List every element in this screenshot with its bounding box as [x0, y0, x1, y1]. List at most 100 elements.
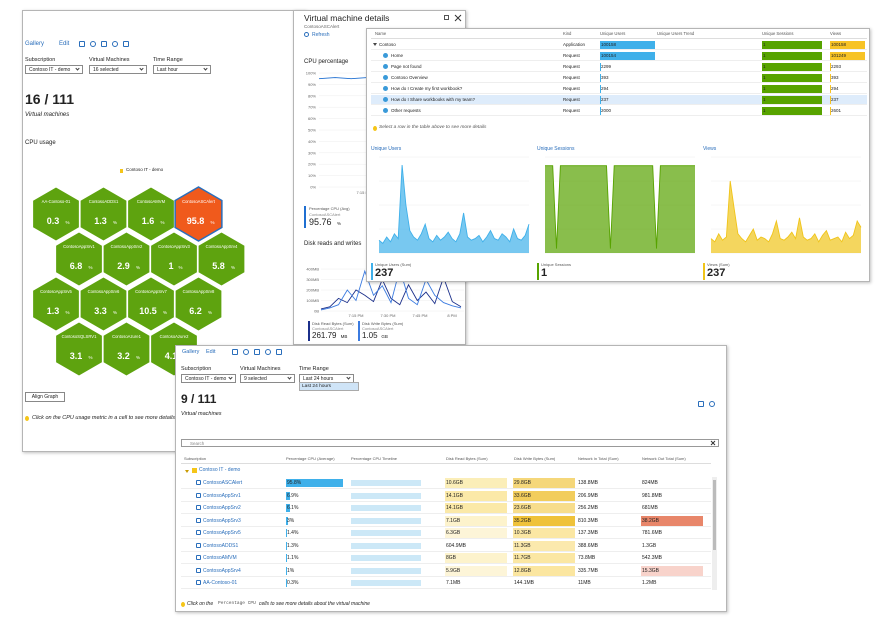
table-row[interactable] [181, 565, 711, 577]
vm-name[interactable]: ContosoAppSrv5 [203, 530, 241, 536]
cpu-value[interactable]: 6.1% [287, 505, 299, 511]
legend-swatch [120, 169, 123, 173]
hex-cell[interactable] [79, 186, 128, 242]
dropdown[interactable]: 9 selected [240, 374, 295, 383]
table-row[interactable] [181, 515, 711, 527]
hex-cell[interactable] [197, 231, 246, 287]
table-row[interactable] [371, 73, 867, 83]
page-icon [383, 75, 388, 80]
hex-cell[interactable] [102, 231, 151, 287]
dropdown-option[interactable]: Last 24 hours [300, 383, 358, 390]
toolbar-icon[interactable] [265, 349, 271, 355]
toolbar-icon[interactable] [276, 349, 282, 355]
table-row[interactable] [371, 62, 867, 72]
legend-value: 1.05 [362, 331, 378, 340]
area-chart [545, 156, 695, 254]
cpu-value[interactable]: 1.3% [287, 542, 299, 549]
refresh-button[interactable]: Refresh [312, 32, 330, 38]
toolbar-icon[interactable] [243, 349, 249, 355]
table-row[interactable] [181, 502, 711, 514]
cpu-value[interactable]: 1% [287, 567, 295, 574]
pin-icon[interactable] [444, 15, 449, 20]
hex-unit: % [136, 355, 140, 360]
cpu-value[interactable]: 0.3% [287, 580, 299, 586]
toolbar-button[interactable]: Gallery [25, 41, 45, 47]
vm-name[interactable]: ContosoAppSrv2 [203, 505, 241, 511]
vm-name[interactable]: ContosoASCAlert [203, 480, 243, 486]
vm-name[interactable]: ContosoAppSrv3 [203, 517, 241, 524]
dropdown[interactable]: Last hour [153, 65, 211, 74]
legend-total: 1 [541, 267, 548, 279]
toolbar-button[interactable]: Edit [206, 349, 216, 355]
toolbar-button[interactable]: Edit [59, 41, 70, 47]
button[interactable]: Align Graph [25, 392, 65, 402]
page-icon [383, 53, 388, 58]
toolbar-icon[interactable] [112, 41, 118, 47]
cell-in: 256.2MB [578, 505, 599, 511]
vm-name[interactable]: AA-Contoso-01 [203, 580, 238, 586]
cpu-value[interactable]: 6.9% [287, 492, 299, 499]
heat-cell [513, 478, 575, 488]
cpu-value[interactable]: 1.4% [287, 530, 299, 536]
hex-cell[interactable] [127, 186, 175, 242]
hex-cell[interactable] [150, 231, 198, 287]
vm-name[interactable]: ContosoAMVM [203, 555, 237, 561]
refresh-icon[interactable] [304, 32, 309, 37]
toolbar-icon[interactable] [698, 401, 704, 407]
legend-sub: ContosoASCAlert [309, 212, 341, 217]
toolbar-icon[interactable] [709, 401, 715, 407]
bar [762, 96, 822, 104]
group-label[interactable]: Contoso IT - demo [199, 467, 241, 473]
cpu-value[interactable]: 3% [287, 517, 295, 524]
table-row[interactable] [181, 490, 711, 502]
vm-name[interactable]: ContosoAppSrv4 [203, 567, 241, 574]
table-row[interactable] [181, 577, 711, 589]
hex-cell[interactable] [55, 321, 103, 377]
workbook-panel: Gallery Edit Subscription Contoso IT - demo… [22, 10, 306, 452]
table-row[interactable] [181, 477, 711, 489]
cpu-value[interactable]: 1.1% [287, 555, 299, 561]
toolbar-icon[interactable] [79, 41, 85, 47]
table-row[interactable] [181, 540, 711, 552]
cpu-bar [286, 554, 287, 562]
heat-cell [445, 528, 507, 538]
table-row[interactable] [371, 95, 867, 105]
hex-cell[interactable] [102, 321, 151, 377]
table-row[interactable] [181, 552, 711, 564]
toolbar-icon[interactable] [254, 349, 260, 355]
hint: Select a row in the table above to see m… [379, 125, 487, 130]
table-row[interactable] [371, 40, 867, 50]
hex-cell[interactable] [127, 276, 175, 332]
toolbar-icon[interactable] [232, 349, 238, 355]
cpu-value[interactable]: 95.8% [287, 480, 302, 486]
hex-name: ContosoAppSrv3 [158, 244, 190, 249]
table-row[interactable] [371, 84, 867, 94]
dropdown[interactable]: Contoso IT - demo [25, 65, 83, 74]
hex-cell[interactable] [55, 231, 103, 287]
search-box[interactable]: Search [181, 439, 719, 447]
cell-in: 206.9MB [578, 492, 599, 499]
vm-name[interactable]: ContosoAppSrv1 [203, 492, 241, 499]
hex-name: AA-Contoso-01 [42, 199, 71, 204]
param-label: Virtual Machines [240, 366, 281, 372]
line [710, 180, 862, 243]
toolbar-icon[interactable] [90, 41, 96, 47]
vm-name[interactable]: ContosoADDS1 [203, 542, 239, 549]
table-row[interactable] [181, 527, 711, 539]
table-row[interactable] [371, 106, 867, 116]
hex-cell[interactable] [174, 276, 223, 332]
table-row[interactable] [371, 51, 867, 61]
line [378, 164, 530, 245]
cell-kind: Request [563, 97, 580, 102]
toolbar-button[interactable]: Gallery [182, 349, 200, 355]
hex-cell[interactable] [32, 276, 80, 332]
cell-read: 10.6GB [446, 480, 463, 486]
dropdown[interactable]: Contoso IT - demo [181, 374, 236, 383]
toolbar-icon[interactable] [101, 41, 107, 47]
legend-bar [308, 321, 310, 341]
hex-cell[interactable] [174, 186, 223, 242]
hex-cell[interactable] [79, 276, 128, 332]
dropdown[interactable]: 16 selected [89, 65, 147, 74]
toolbar-icon[interactable] [123, 41, 129, 47]
hex-cell[interactable] [32, 186, 80, 242]
